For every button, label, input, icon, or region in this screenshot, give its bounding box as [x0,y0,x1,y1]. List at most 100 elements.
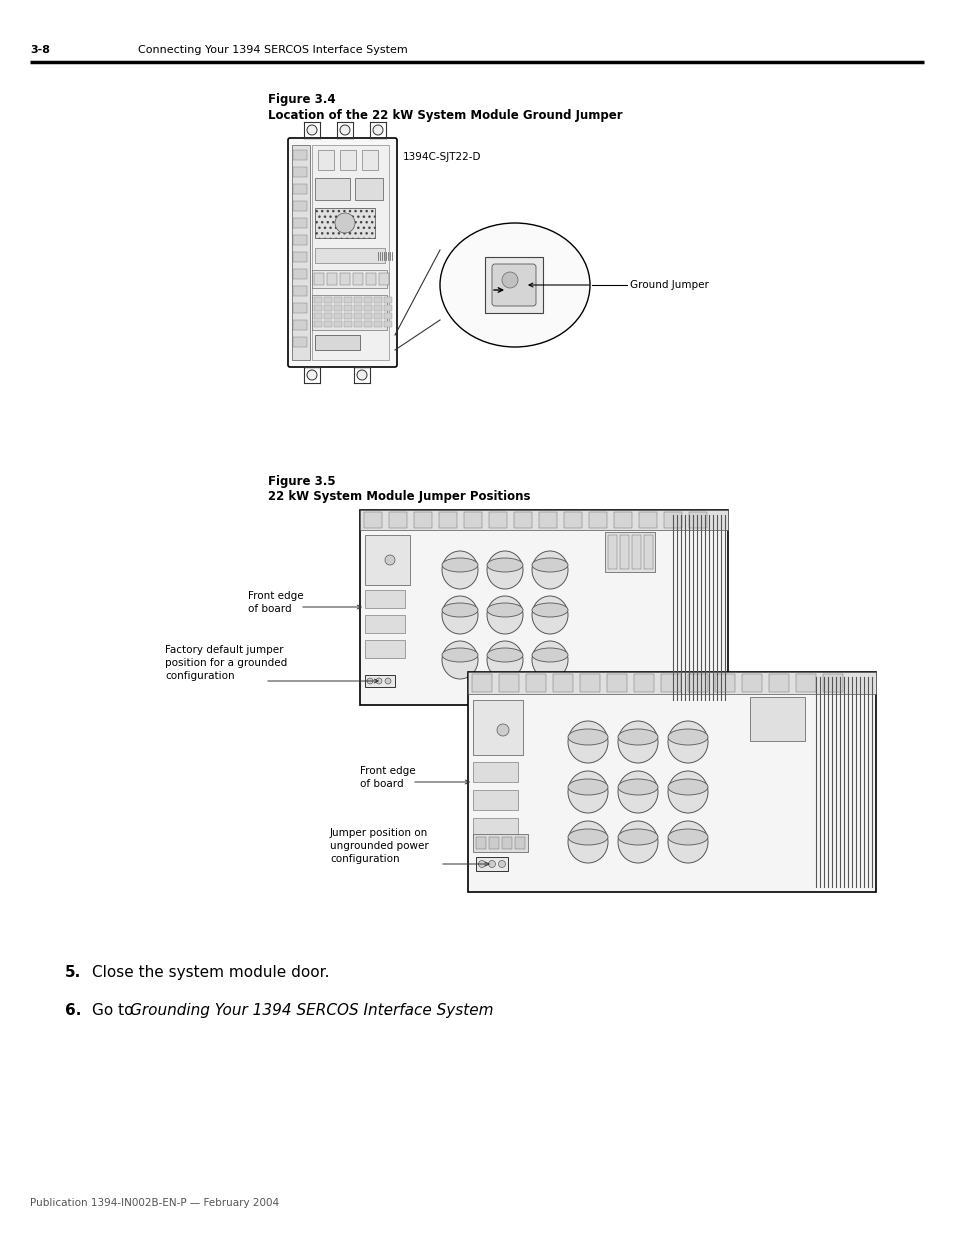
FancyBboxPatch shape [288,138,396,367]
Text: Factory default jumper: Factory default jumper [165,645,283,655]
Bar [359,510,727,530]
Bar [365,590,405,608]
Ellipse shape [618,771,658,813]
Bar [489,837,498,848]
Text: Connecting Your 1394 SERCOS Interface System: Connecting Your 1394 SERCOS Interface Sy… [138,44,407,56]
Bar [660,674,680,692]
Bar [293,320,307,330]
Bar [768,674,788,692]
Bar [314,335,359,350]
Bar [354,305,361,311]
Bar [314,296,322,303]
Ellipse shape [567,729,607,745]
Text: 22 kW System Module Jumper Positions: 22 kW System Module Jumper Positions [268,490,530,503]
Ellipse shape [441,648,477,662]
Bar [374,305,381,311]
Ellipse shape [618,821,658,863]
Bar [553,674,573,692]
Ellipse shape [532,603,567,618]
Bar [293,337,307,347]
Ellipse shape [567,721,607,763]
Bar [324,305,332,311]
Ellipse shape [532,551,567,589]
Circle shape [356,370,367,380]
Bar [476,837,485,848]
Bar [438,513,456,529]
Bar [631,535,640,569]
Bar [364,321,372,327]
Bar [687,674,707,692]
Bar [606,674,626,692]
Bar [749,697,804,741]
Ellipse shape [532,597,567,634]
Bar [314,207,375,238]
Bar [472,674,492,692]
Ellipse shape [441,641,477,679]
Ellipse shape [439,224,589,347]
Ellipse shape [567,829,607,845]
Bar [365,535,410,585]
Bar [364,513,381,529]
Text: Go to: Go to [91,1003,138,1018]
Bar [588,513,606,529]
Circle shape [498,861,505,867]
Ellipse shape [532,648,567,662]
Text: Ground Jumper: Ground Jumper [629,280,708,290]
Bar [312,295,387,330]
Ellipse shape [486,558,522,572]
Bar [334,296,341,303]
Ellipse shape [618,779,658,795]
Ellipse shape [667,729,707,745]
Ellipse shape [486,603,522,618]
Text: Close the system module door.: Close the system module door. [91,965,329,981]
Ellipse shape [667,721,707,763]
Bar [822,674,842,692]
Bar [339,149,355,170]
Ellipse shape [567,779,607,795]
Circle shape [375,678,381,684]
Bar [314,312,322,319]
Bar [364,296,372,303]
Circle shape [335,212,355,233]
Ellipse shape [441,558,477,572]
Ellipse shape [667,821,707,863]
Ellipse shape [567,821,607,863]
Bar [384,321,392,327]
Text: ungrounded power: ungrounded power [330,841,428,851]
Circle shape [367,678,373,684]
Bar [354,321,361,327]
Bar [293,252,307,262]
Bar [293,167,307,177]
Ellipse shape [486,648,522,662]
Bar [314,273,324,285]
Text: configuration: configuration [330,853,399,864]
Ellipse shape [667,771,707,813]
Circle shape [478,861,485,867]
Text: .: . [383,1003,388,1018]
Bar [354,312,361,319]
Bar [374,312,381,319]
Bar [334,305,341,311]
Bar [538,513,557,529]
Text: 3-8: 3-8 [30,44,50,56]
Bar [314,178,350,200]
Bar [389,513,407,529]
Circle shape [385,678,391,684]
Text: Jumper position on: Jumper position on [330,827,428,839]
Text: of board: of board [248,604,292,614]
Bar [293,303,307,312]
Circle shape [307,125,316,135]
Bar [473,834,527,852]
Bar [634,674,654,692]
Bar [619,535,628,569]
Bar [314,321,322,327]
Bar [293,201,307,211]
Ellipse shape [486,551,522,589]
Bar [364,312,372,319]
Bar [473,790,517,810]
Bar [384,312,392,319]
Bar [324,312,332,319]
Ellipse shape [532,558,567,572]
Bar [344,305,352,311]
Bar [293,149,307,161]
